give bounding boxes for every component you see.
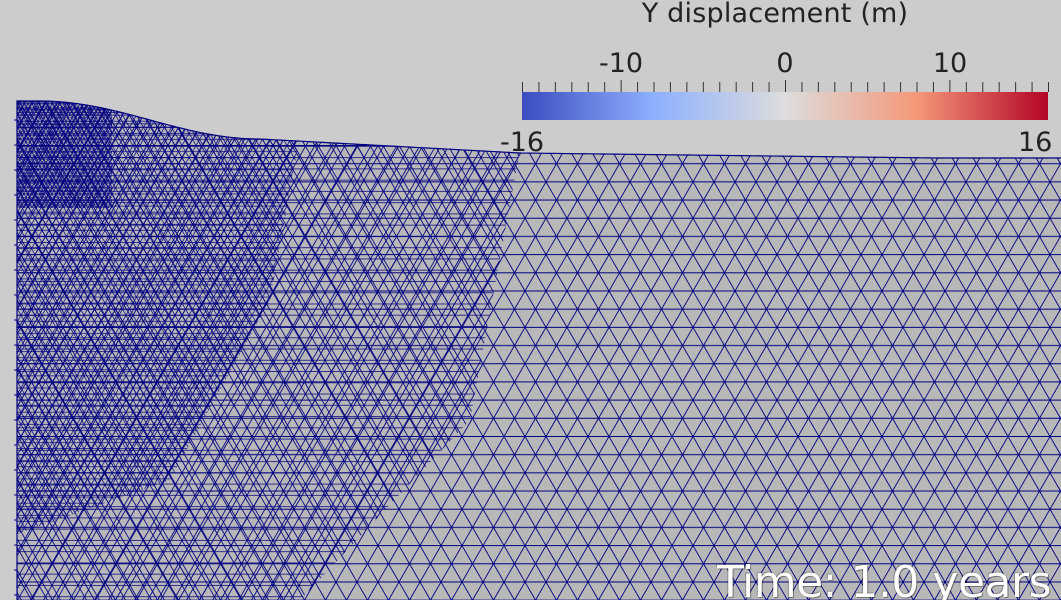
colorbar-title: Y displacement (m) <box>641 0 909 29</box>
colorbar-tick-label: -10 <box>598 48 644 79</box>
colorbar <box>522 92 1048 120</box>
colorbar-max-label: 16 <box>1018 127 1053 158</box>
colorbar-min-label: -16 <box>500 127 545 158</box>
mesh-boundary <box>16 100 1061 600</box>
colorbar-tick-label: 0 <box>776 48 794 79</box>
mesh-edges <box>17 101 1061 600</box>
time-annotation: Time: 1.0 years <box>716 557 1052 600</box>
colorbar-gradient <box>522 92 1048 120</box>
mesh-region-refined-load-area <box>17 101 112 208</box>
colorbar-tick-label: 10 <box>932 48 968 79</box>
